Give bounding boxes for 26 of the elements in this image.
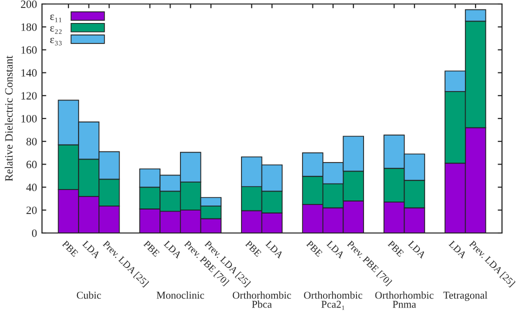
y-tick-label: 0 <box>32 229 37 237</box>
y-tick-label: 140 <box>21 69 37 77</box>
y-tick-label: 80 <box>26 138 37 146</box>
y-tick-label: 160 <box>21 46 37 54</box>
text: Monoclinic <box>156 291 204 299</box>
legend-label: ε₃₃ <box>50 38 62 46</box>
y-tick-label: 100 <box>21 114 37 122</box>
x-tick-label: PBE <box>245 240 262 257</box>
x-tick-label: PBE <box>62 240 78 257</box>
text: Tetragonal <box>443 291 488 301</box>
x-tick-label: PBE <box>143 240 160 257</box>
y-axis-title: Relative Dielectric Constant <box>4 56 13 182</box>
y-tick-label: 20 <box>26 206 37 214</box>
text: Orthorhombic Pca2₁ <box>304 291 362 310</box>
text: Cubic <box>76 291 101 299</box>
x-tick-label: PBE <box>387 240 404 257</box>
y-tick-label: 40 <box>26 184 37 192</box>
y-tick-label: 120 <box>21 92 37 100</box>
text: Orthorhombic Pbca <box>232 291 292 308</box>
y-tick-label: 60 <box>26 160 37 168</box>
x-tick-label: PBE <box>306 240 323 257</box>
legend-label: ε₁₁ <box>50 14 62 22</box>
y-tick-label: 200 <box>20 0 37 8</box>
y-tick-label: 180 <box>21 23 37 31</box>
text: Orthorhombic Pnma <box>375 291 434 308</box>
legend-label: ε₂₂ <box>50 26 62 34</box>
